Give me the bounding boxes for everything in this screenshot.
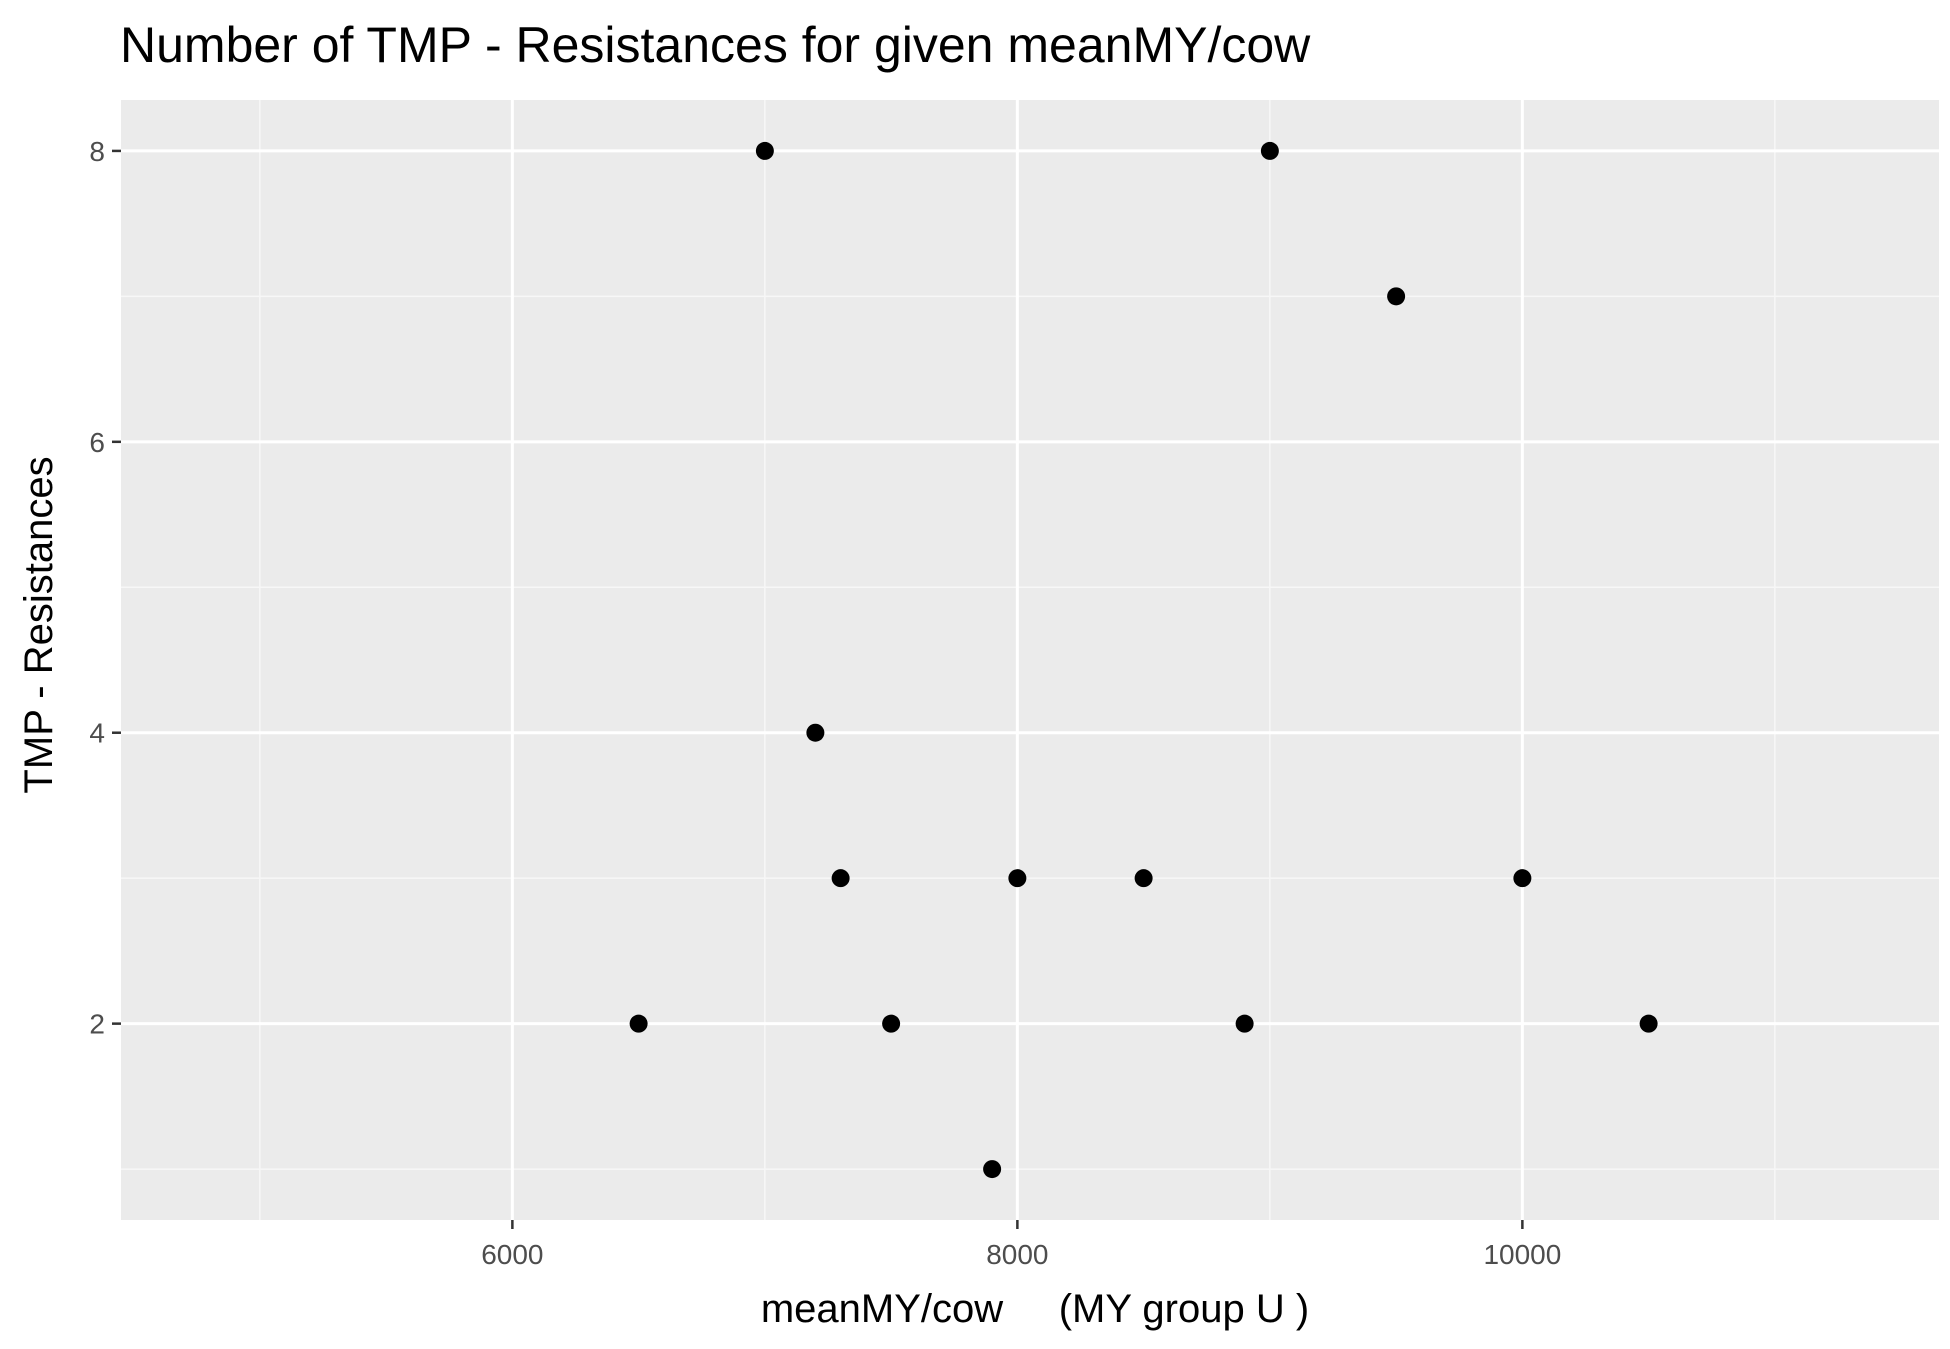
y-tick-label: 6 xyxy=(89,427,105,458)
y-tick-label: 4 xyxy=(89,718,105,749)
data-point xyxy=(882,1014,901,1033)
minor-gridlines xyxy=(121,100,1939,1220)
y-axis-title: TMP - Resistances xyxy=(17,456,61,793)
y-tick-label: 2 xyxy=(89,1009,105,1040)
data-point xyxy=(1008,869,1027,888)
data-point xyxy=(1639,1014,1658,1033)
data-point xyxy=(1134,869,1153,888)
x-axis: 6000 8000 10000 xyxy=(481,1220,1561,1270)
y-tick-label: 8 xyxy=(89,136,105,167)
chart-title: Number of TMP - Resistances for given me… xyxy=(120,17,1311,73)
x-axis-title: meanMY/cow (MY group U ) xyxy=(761,1287,1309,1331)
data-point xyxy=(983,1160,1002,1179)
data-point xyxy=(1260,141,1279,160)
x-tick-label: 10000 xyxy=(1483,1239,1561,1270)
data-points xyxy=(629,141,1658,1179)
x-tick-label: 8000 xyxy=(986,1239,1048,1270)
data-point xyxy=(1387,287,1406,306)
major-gridlines xyxy=(121,100,1939,1220)
data-point xyxy=(755,141,774,160)
plot-panel xyxy=(121,100,1939,1220)
data-point xyxy=(1513,869,1532,888)
data-point xyxy=(831,869,850,888)
data-point xyxy=(1235,1014,1254,1033)
data-point xyxy=(806,723,825,742)
data-point xyxy=(629,1014,648,1033)
y-axis: 2 4 6 8 xyxy=(89,136,121,1040)
x-tick-label: 6000 xyxy=(481,1239,543,1270)
